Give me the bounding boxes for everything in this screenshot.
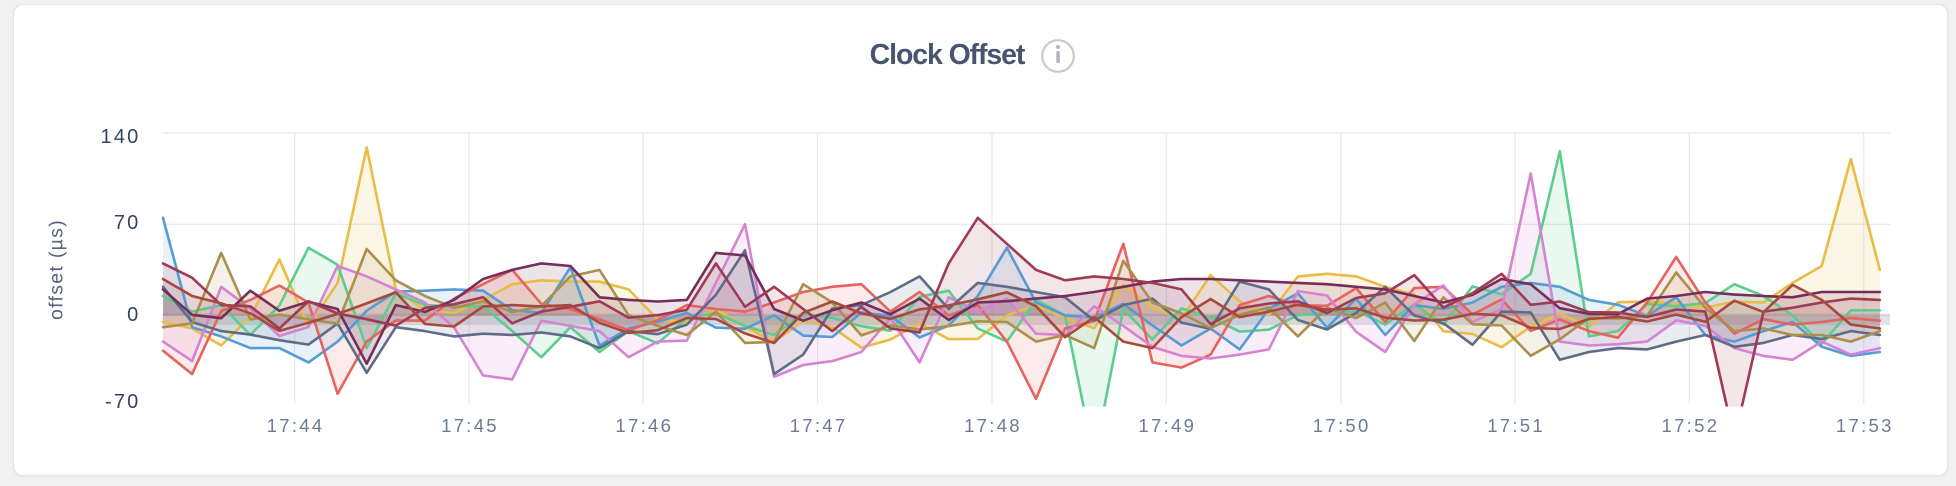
svg-text:17:48: 17:48: [964, 415, 1022, 436]
svg-text:17:51: 17:51: [1487, 415, 1545, 436]
svg-text:17:53: 17:53: [1836, 415, 1894, 436]
svg-text:17:44: 17:44: [267, 415, 325, 436]
svg-text:17:49: 17:49: [1138, 415, 1196, 436]
svg-text:17:47: 17:47: [790, 415, 848, 436]
svg-text:140: 140: [101, 126, 141, 148]
svg-text:17:50: 17:50: [1313, 415, 1371, 436]
svg-text:17:52: 17:52: [1662, 415, 1720, 436]
svg-text:Clock Offset: Clock Offset: [870, 39, 1026, 71]
svg-text:17:45: 17:45: [441, 415, 499, 436]
svg-text:70: 70: [114, 212, 141, 234]
svg-text:offset (µs): offset (µs): [46, 219, 68, 320]
svg-text:17:46: 17:46: [615, 415, 673, 436]
svg-text:-70: -70: [105, 391, 141, 413]
svg-text:0: 0: [127, 304, 140, 326]
